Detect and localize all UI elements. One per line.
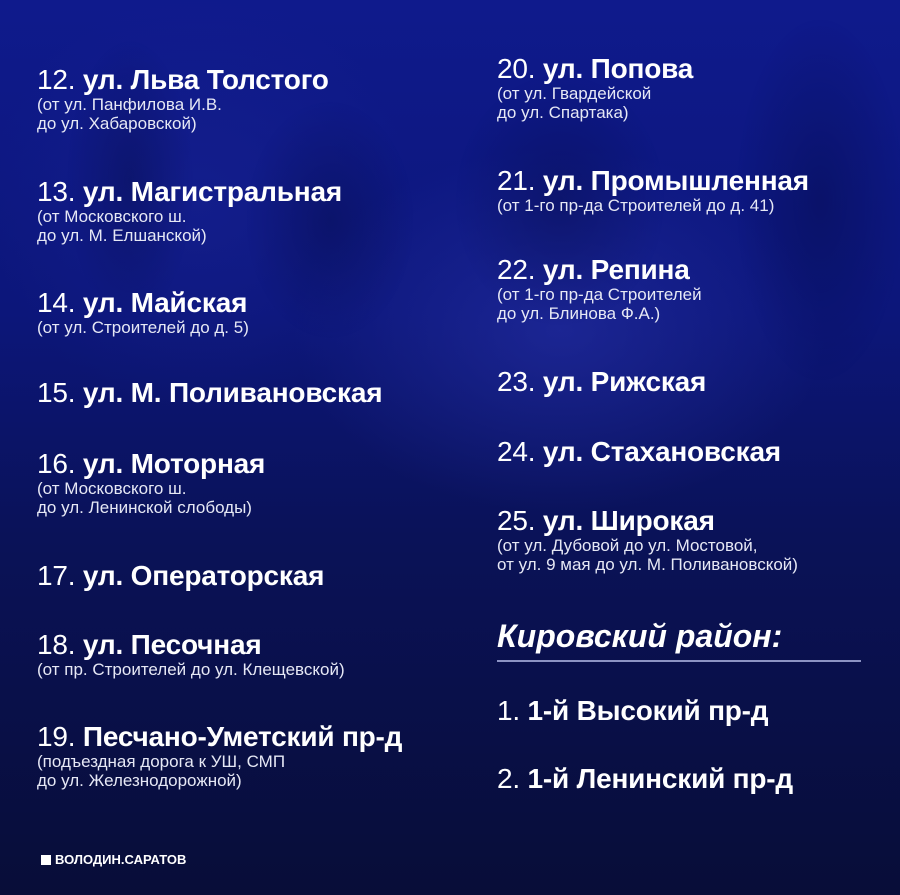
street-name: ул. Репина — [542, 254, 690, 285]
street-item: 19. Песчано-Уметский пр-д (подъездная дор… — [37, 722, 402, 791]
street-name: ул. Широкая — [542, 505, 715, 536]
street-item: 25. ул. Широкая (от ул. Дубовой до ул. Мо… — [497, 506, 798, 575]
street-item: 24. ул. Стахановская — [497, 437, 781, 467]
street-item: 16. ул. Моторная (от Московского ш. до ул.… — [37, 449, 265, 518]
street-section: (подъездная дорога к УШ, СМП — [37, 752, 286, 771]
street-name: ул. Операторская — [82, 560, 325, 591]
street-section: (от Московского ш. — [37, 479, 187, 498]
street-title: 15. ул. М. Поливановская — [37, 377, 383, 408]
street-name: 1-й Ленинский пр-д — [527, 763, 794, 794]
street-name: ул. Попова — [542, 53, 694, 84]
street-title: 24. ул. Стахановская — [497, 437, 781, 467]
street-number: 16. — [37, 448, 76, 479]
street-number: 14. — [37, 287, 76, 318]
street-number: 15. — [37, 377, 76, 408]
street-number: 20. — [497, 53, 536, 84]
street-name: Песчано-Уметский пр-д — [82, 721, 403, 752]
street-title: 18. ул. Песочная — [37, 630, 345, 660]
street-section: до ул. Хабаровской) — [37, 114, 197, 133]
street-number: 13. — [37, 176, 76, 207]
street-number: 23. — [497, 366, 536, 397]
brand-name: ВОЛОДИН.САРАТОВ — [55, 852, 187, 867]
street-section: (от Московского ш. — [37, 207, 187, 226]
street-section: до ул. Спартака) — [497, 103, 629, 122]
street-title: 13. ул. Магистральная — [37, 177, 342, 207]
street-title: 1. 1-й Высокий пр-д — [497, 695, 769, 726]
street-number: 17. — [37, 560, 76, 591]
street-title: 12. ул. Льва Толстого — [37, 65, 329, 95]
street-name: ул. Рижская — [542, 366, 707, 397]
square-icon — [41, 854, 51, 865]
street-item: 1. 1-й Высокий пр-д — [497, 695, 769, 726]
street-section: до ул. Блинова Ф.А.) — [497, 304, 661, 323]
heading-divider — [497, 660, 861, 662]
street-name: ул. Стахановская — [542, 436, 781, 467]
street-name: ул. Майская — [82, 287, 248, 318]
street-item: 22. ул. Репина (от 1-го пр-да Строителей д… — [497, 255, 702, 324]
street-section: (от 1-го пр-да Строителей — [497, 285, 702, 304]
district-heading: Кировский район: — [497, 618, 783, 654]
street-title: 20. ул. Попова — [497, 54, 693, 84]
street-number: 25. — [497, 505, 536, 536]
street-item: 2. 1-й Ленинский пр-д — [497, 764, 793, 794]
street-section: (от ул. Строителей до д. 5) — [37, 318, 249, 337]
background-photo — [0, 0, 900, 420]
street-title: 21. ул. Промышленная — [497, 166, 809, 196]
street-number: 24. — [497, 436, 536, 467]
street-name: ул. Льва Толстого — [82, 64, 329, 95]
street-section: до ул. Железнодорожной) — [37, 771, 242, 790]
street-title: 16. ул. Моторная — [37, 449, 265, 479]
street-title: 25. ул. Широкая — [497, 506, 798, 536]
street-item: 18. ул. Песочная (от пр. Строителей до ул… — [37, 630, 345, 680]
street-item: 15. ул. М. Поливановская — [37, 377, 383, 408]
street-name: ул. Песочная — [82, 629, 262, 660]
street-item: 21. ул. Промышленная (от 1-го пр-да Строи… — [497, 166, 809, 216]
street-item: 20. ул. Попова (от ул. Гвардейской до ул. … — [497, 54, 693, 123]
street-item: 23. ул. Рижская — [497, 367, 706, 397]
street-title: 23. ул. Рижская — [497, 367, 706, 397]
street-title: 17. ул. Операторская — [37, 561, 324, 591]
street-name: ул. Магистральная — [82, 176, 342, 207]
street-item: 12. ул. Льва Толстого (от ул. Панфилова И… — [37, 65, 329, 134]
street-item: 14. ул. Майская (от ул. Строителей до д. … — [37, 288, 249, 338]
street-section: до ул. М. Елшанской) — [37, 226, 207, 245]
street-number: 1. — [497, 695, 520, 726]
street-section: (от ул. Дубовой до ул. Мостовой, — [497, 536, 758, 555]
street-name: 1-й Высокий пр-д — [527, 695, 769, 726]
street-number: 22. — [497, 254, 536, 285]
street-section: (от ул. Гвардейской — [497, 84, 652, 103]
street-title: 19. Песчано-Уметский пр-д — [37, 722, 402, 752]
street-section: (от 1-го пр-да Строителей до д. 41) — [497, 196, 775, 215]
street-name: ул. Промышленная — [542, 165, 809, 196]
street-number: 2. — [497, 763, 520, 794]
street-number: 12. — [37, 64, 76, 95]
street-section: от ул. 9 мая до ул. М. Поливановской) — [497, 555, 798, 574]
brand-logo: ВОЛОДИН.САРАТОВ — [41, 852, 186, 867]
street-title: 14. ул. Майская — [37, 288, 249, 318]
street-section: (от ул. Панфилова И.В. — [37, 95, 222, 114]
street-item: 13. ул. Магистральная (от Московского ш. д… — [37, 177, 342, 246]
street-number: 21. — [497, 165, 536, 196]
street-title: 2. 1-й Ленинский пр-д — [497, 764, 793, 794]
street-number: 18. — [37, 629, 76, 660]
street-section: до ул. Ленинской слободы) — [37, 498, 252, 517]
street-title: 22. ул. Репина — [497, 255, 702, 285]
street-item: 17. ул. Операторская — [37, 561, 324, 591]
street-number: 19. — [37, 721, 76, 752]
street-name: ул. М. Поливановская — [82, 377, 383, 408]
street-name: ул. Моторная — [82, 448, 266, 479]
street-section: (от пр. Строителей до ул. Клещевской) — [37, 660, 345, 679]
